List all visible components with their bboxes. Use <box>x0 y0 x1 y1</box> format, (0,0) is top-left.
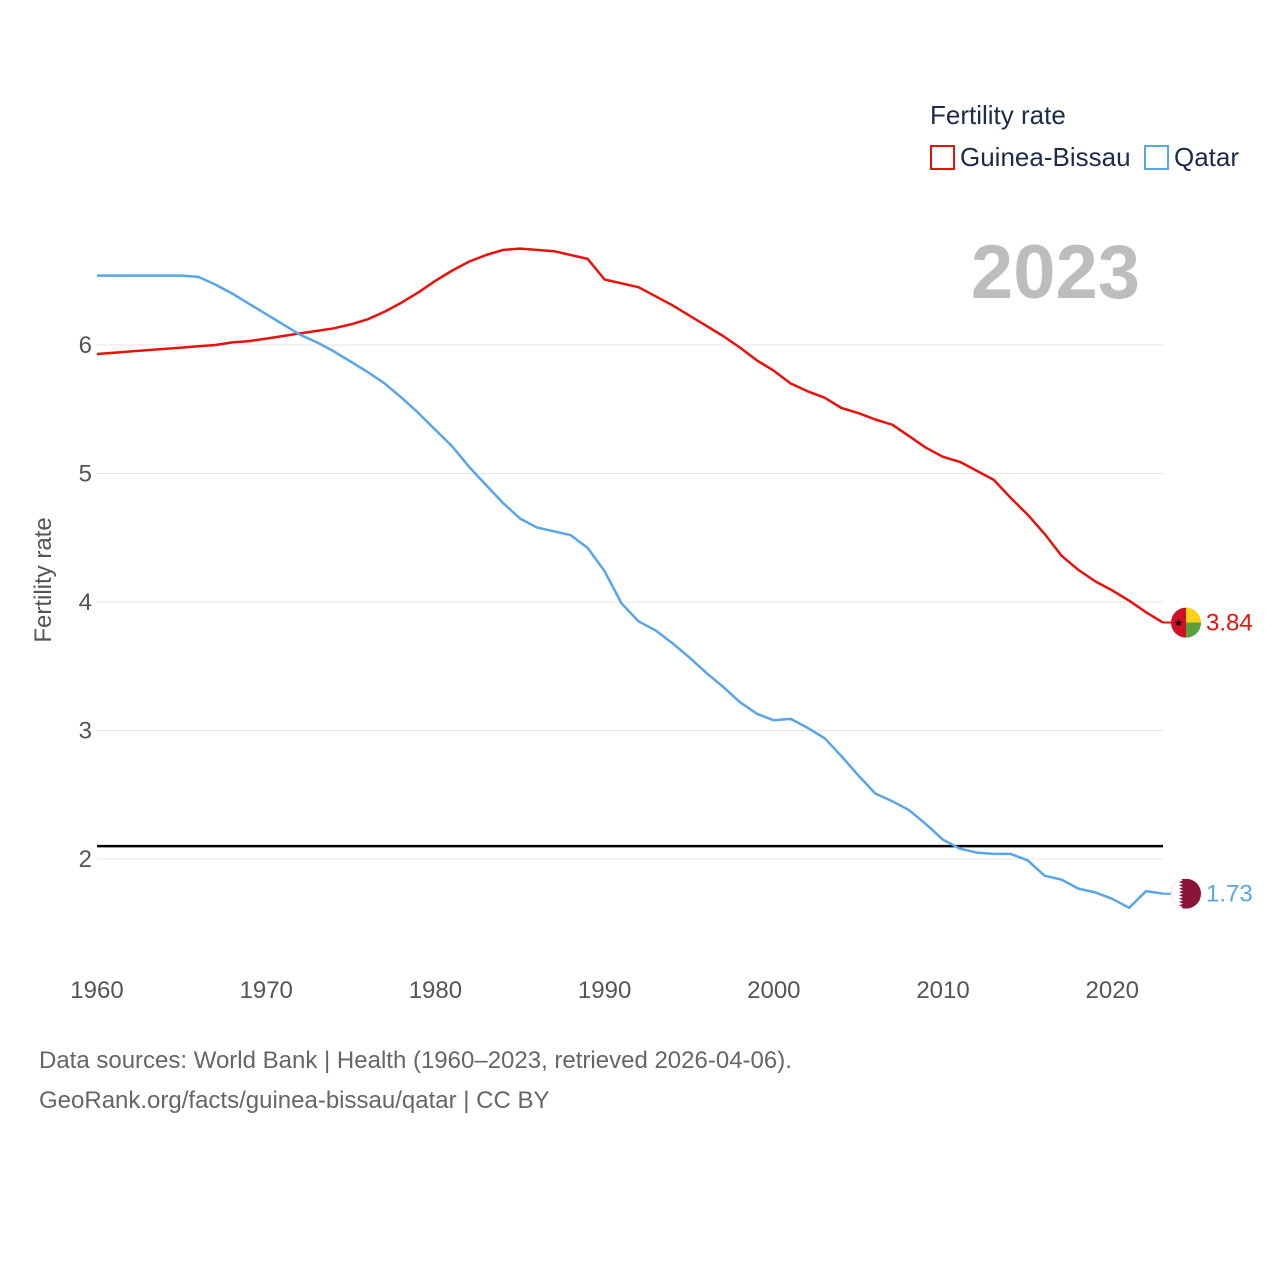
x-tick-label: 1980 <box>409 977 462 1004</box>
y-axis-title: Fertility rate <box>30 517 57 642</box>
legend-title: Fertility rate <box>930 100 1066 130</box>
attribution-link[interactable]: GeoRank.org/facts/guinea-bissau/qatar | … <box>39 1087 550 1114</box>
legend-swatch-guinea-bissau <box>930 145 955 170</box>
year-watermark: 2023 <box>971 230 1140 315</box>
series-lines <box>96 247 1186 910</box>
data-source-text: Data sources: World Bank | Health (1960–… <box>39 1047 792 1074</box>
y-tick-label: 6 <box>79 332 92 359</box>
x-tick-label: 1990 <box>578 977 631 1004</box>
x-tick-label: 2000 <box>747 977 800 1004</box>
y-tick-label: 3 <box>79 718 92 745</box>
x-tick-label: 2020 <box>1086 977 1139 1004</box>
x-axis-ticks: 1960 1970 1980 1990 2000 2010 2020 <box>70 977 1139 1004</box>
legend-item-guinea-bissau[interactable]: Guinea-Bissau <box>930 142 1131 172</box>
legend-item-qatar[interactable]: Qatar <box>1144 142 1239 172</box>
x-tick-label: 2010 <box>916 977 969 1004</box>
legend: Fertility rate Guinea-Bissau Qatar <box>930 100 1239 172</box>
legend-label-guinea-bissau: Guinea-Bissau <box>960 142 1131 172</box>
series-line-guinea-bissau[interactable] <box>96 247 1164 624</box>
legend-swatch-qatar <box>1144 145 1169 170</box>
end-value-qatar: 1.73 <box>1206 881 1253 908</box>
y-tick-label: 4 <box>79 589 92 616</box>
x-tick-label: 1960 <box>70 977 123 1004</box>
legend-label-qatar: Qatar <box>1174 142 1239 172</box>
qatar-flag <box>1171 878 1201 909</box>
y-tick-label: 2 <box>79 846 92 873</box>
x-tick-label: 1970 <box>240 977 293 1004</box>
end-value-guinea-bissau: 3.84 <box>1206 610 1253 637</box>
series-line-qatar[interactable] <box>97 274 1164 910</box>
gridlines <box>97 344 1163 860</box>
guinea-bissau-flag <box>1171 607 1201 638</box>
y-axis-ticks: 2 3 4 5 6 <box>79 332 92 873</box>
y-tick-label: 5 <box>79 461 92 488</box>
